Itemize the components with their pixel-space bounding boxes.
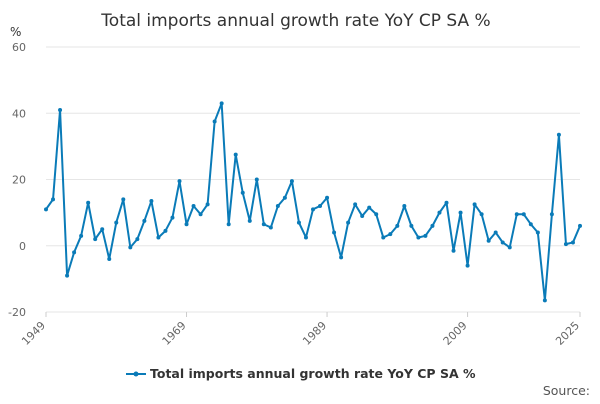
data-point[interactable] <box>58 107 63 112</box>
data-point[interactable] <box>79 233 84 238</box>
y-axis-unit-label: % <box>10 25 21 39</box>
data-point[interactable] <box>472 202 477 207</box>
data-point[interactable] <box>191 204 196 208</box>
data-point[interactable] <box>514 212 519 217</box>
data-point[interactable] <box>72 250 77 255</box>
data-point[interactable] <box>156 235 161 240</box>
data-point[interactable] <box>240 190 245 195</box>
data-point[interactable] <box>100 227 105 232</box>
data-point[interactable] <box>430 223 435 228</box>
data-point[interactable] <box>254 177 259 182</box>
x-tick-label: 2025 <box>553 319 582 348</box>
data-point[interactable] <box>360 213 365 218</box>
data-point[interactable] <box>65 273 70 278</box>
data-point[interactable] <box>521 212 526 217</box>
data-point[interactable] <box>374 212 379 217</box>
data-point[interactable] <box>325 195 330 200</box>
data-point[interactable] <box>451 248 456 253</box>
data-point[interactable] <box>479 212 484 217</box>
data-point[interactable] <box>402 204 407 208</box>
data-point[interactable] <box>507 245 512 250</box>
data-point[interactable] <box>142 218 147 223</box>
data-point[interactable] <box>44 207 48 212</box>
data-point[interactable] <box>528 222 533 227</box>
data-point[interactable] <box>296 220 301 225</box>
data-point[interactable] <box>346 220 351 225</box>
data-point[interactable] <box>339 255 344 260</box>
data-point[interactable] <box>486 238 491 243</box>
data-point[interactable] <box>86 200 91 205</box>
data-point[interactable] <box>563 242 568 247</box>
data-point[interactable] <box>184 222 189 227</box>
data-point[interactable] <box>388 232 393 237</box>
data-point[interactable] <box>409 223 414 228</box>
data-point[interactable] <box>226 222 231 227</box>
x-tick-label: 1949 <box>19 319 48 348</box>
legend-label: Total imports annual growth rate YoY CP … <box>150 366 476 381</box>
data-point[interactable] <box>121 197 126 202</box>
data-point[interactable] <box>198 212 203 217</box>
data-point[interactable] <box>107 257 112 261</box>
data-point[interactable] <box>114 220 119 225</box>
grid-layer <box>46 46 580 313</box>
legend-marker <box>133 371 139 377</box>
y-tick-label: 40 <box>12 107 26 120</box>
y-tick-label: 60 <box>12 41 26 54</box>
data-point[interactable] <box>268 225 273 230</box>
source-label[interactable]: Source: <box>543 383 590 398</box>
data-point[interactable] <box>318 204 323 208</box>
data-point[interactable] <box>93 237 98 242</box>
series-layer <box>44 101 582 303</box>
y-tick-label: 0 <box>19 240 26 253</box>
data-point[interactable] <box>163 228 168 233</box>
data-point[interactable] <box>556 132 561 137</box>
x-tick-label: 1969 <box>160 319 189 348</box>
data-point[interactable] <box>51 197 56 202</box>
y-tick-label: 20 <box>12 174 26 187</box>
data-point[interactable] <box>282 195 287 200</box>
legend[interactable]: Total imports annual growth rate YoY CP … <box>126 366 476 381</box>
data-point[interactable] <box>549 212 554 217</box>
x-tick-label: 1989 <box>300 319 329 348</box>
data-point[interactable] <box>219 101 224 106</box>
data-point[interactable] <box>233 152 238 157</box>
data-point[interactable] <box>493 230 498 235</box>
data-point[interactable] <box>205 202 210 207</box>
data-point[interactable] <box>423 233 428 238</box>
series-line <box>45 102 581 302</box>
data-point[interactable] <box>395 223 400 228</box>
data-point[interactable] <box>437 210 442 215</box>
data-point[interactable] <box>367 205 372 210</box>
data-point[interactable] <box>247 218 252 223</box>
data-point[interactable] <box>149 199 154 204</box>
data-point[interactable] <box>570 240 575 245</box>
data-point[interactable] <box>135 237 140 242</box>
data-point[interactable] <box>542 298 547 303</box>
data-point[interactable] <box>261 222 266 227</box>
data-point[interactable] <box>458 210 463 215</box>
x-tick-label: 2009 <box>441 319 470 348</box>
data-point[interactable] <box>170 215 175 220</box>
data-point[interactable] <box>289 179 294 184</box>
data-point[interactable] <box>465 263 470 268</box>
data-point[interactable] <box>381 235 386 240</box>
data-point[interactable] <box>311 207 315 212</box>
data-point[interactable] <box>275 204 280 208</box>
chart-title: Total imports annual growth rate YoY CP … <box>100 11 490 31</box>
data-point[interactable] <box>177 179 182 184</box>
data-point[interactable] <box>500 240 505 245</box>
y-tick-label: -20 <box>8 306 26 319</box>
data-point[interactable] <box>303 235 308 240</box>
data-point[interactable] <box>212 119 217 124</box>
data-point[interactable] <box>128 245 133 250</box>
data-point[interactable] <box>444 200 449 205</box>
data-point[interactable] <box>353 202 358 207</box>
data-point[interactable] <box>416 235 421 240</box>
data-point[interactable] <box>578 223 582 228</box>
data-point[interactable] <box>535 230 540 235</box>
data-point[interactable] <box>332 230 337 235</box>
